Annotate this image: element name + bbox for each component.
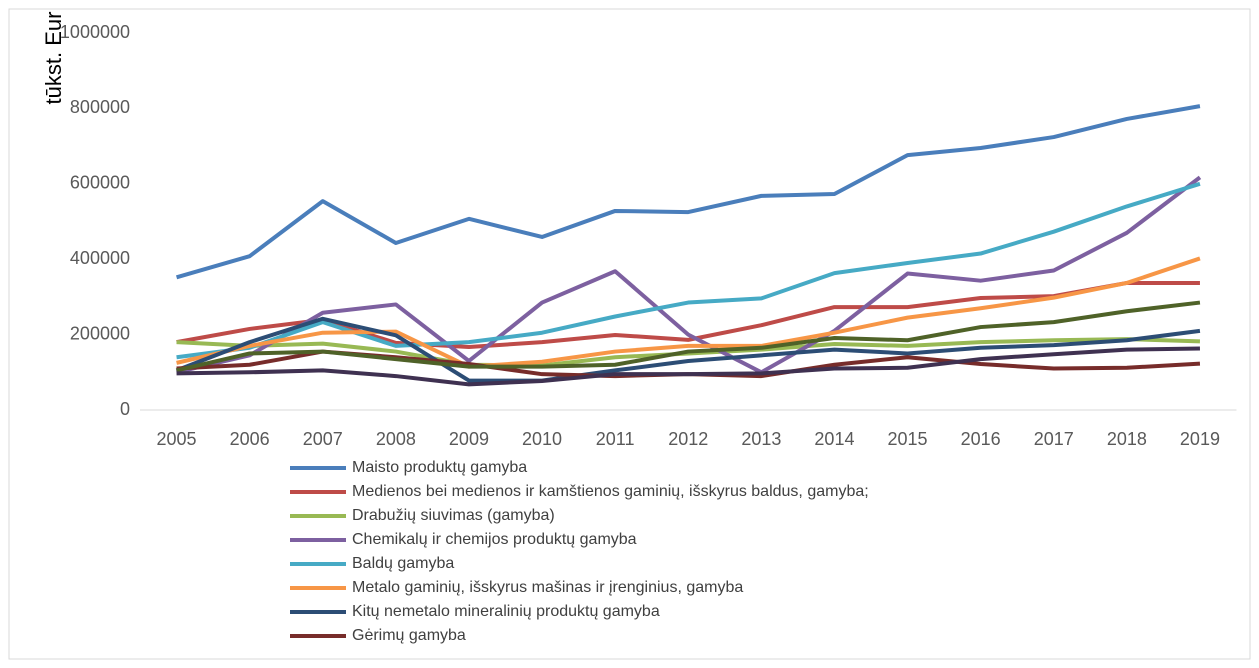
legend-label: Kitų nemetalo mineralinių produktų gamyb… — [352, 603, 660, 620]
y-tick-label: 800000 — [70, 97, 130, 117]
series-line — [176, 280, 1200, 350]
y-tick-label: 200000 — [70, 323, 130, 343]
series-line — [176, 181, 1201, 360]
x-tick-label: 2007 — [303, 429, 343, 449]
y-tick-label: 400000 — [70, 248, 130, 268]
legend-label: Chemikalų ir chemijos produktų gamyba — [352, 531, 637, 548]
series-line — [176, 256, 1201, 369]
x-tick-label: 2011 — [596, 429, 635, 449]
x-tick-label: 2008 — [376, 429, 416, 449]
x-tick-label: 2009 — [449, 429, 489, 449]
x-tick-label: 2019 — [1180, 429, 1220, 449]
x-tick-label: 2016 — [961, 429, 1001, 449]
legend-label: Gėrimų gamyba — [352, 627, 466, 644]
x-tick-label: 2018 — [1107, 429, 1147, 449]
series-line — [176, 300, 1201, 373]
x-tick-label: 2017 — [1034, 429, 1074, 449]
series-line — [176, 346, 1200, 387]
x-tick-label: 2005 — [157, 429, 197, 449]
legend-label: Baldų gamyba — [352, 555, 454, 572]
y-tick-label: 0 — [120, 399, 130, 419]
x-tick-label: 2010 — [522, 429, 562, 449]
y-axis-label: tūkst. Eur — [41, 12, 66, 105]
y-tick-label: 1000000 — [60, 22, 130, 42]
x-tick-label: 2013 — [741, 429, 781, 449]
x-tick-label: 2015 — [888, 429, 928, 449]
legend-label: Metalo gaminių, išskyrus mašinas ir įren… — [352, 579, 743, 596]
series-line — [175, 316, 1201, 383]
legend-label: Drabužių siuvimas (gamyba) — [352, 507, 555, 524]
legend-label: Medienos bei medienos ir kamštienos gami… — [352, 483, 869, 500]
legend-label: Maisto produktų gamyba — [352, 459, 527, 476]
x-tick-label: 2006 — [230, 429, 270, 449]
series-line — [175, 104, 1201, 280]
x-tick-label: 2014 — [814, 429, 854, 449]
x-tick-label: 2012 — [668, 429, 708, 449]
y-tick-label: 600000 — [70, 173, 130, 193]
series-line — [176, 175, 1202, 375]
